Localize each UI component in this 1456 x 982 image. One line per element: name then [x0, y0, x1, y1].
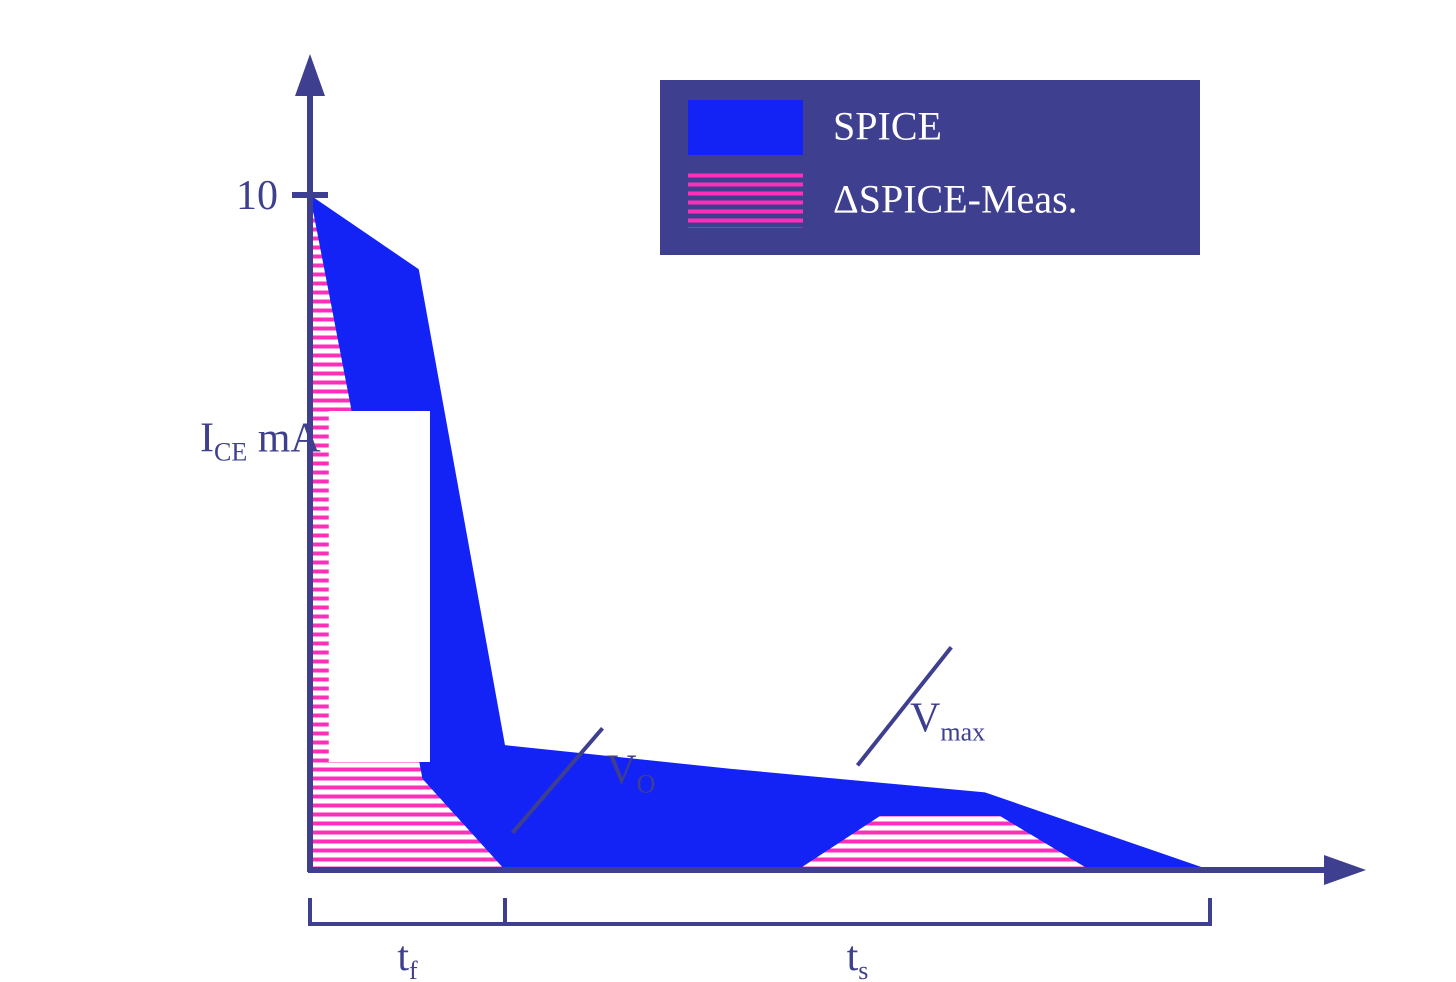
legend-label: ΔSPICE-Meas.	[833, 177, 1078, 222]
chart-container: 10ICE mAtftsVmaxVOSPICEΔSPICE-Meas.	[0, 0, 1456, 982]
white-mask-box	[329, 411, 430, 762]
legend: SPICE ΔSPICE-Meas.	[660, 80, 1200, 255]
legend-label: SPICE	[833, 104, 942, 149]
y-tick-label: 10	[236, 173, 278, 219]
legend-swatch	[688, 100, 803, 155]
legend-swatch	[688, 173, 803, 228]
chart-svg: 10ICE mAtftsVmaxVOSPICEΔSPICE-Meas.	[0, 0, 1456, 982]
